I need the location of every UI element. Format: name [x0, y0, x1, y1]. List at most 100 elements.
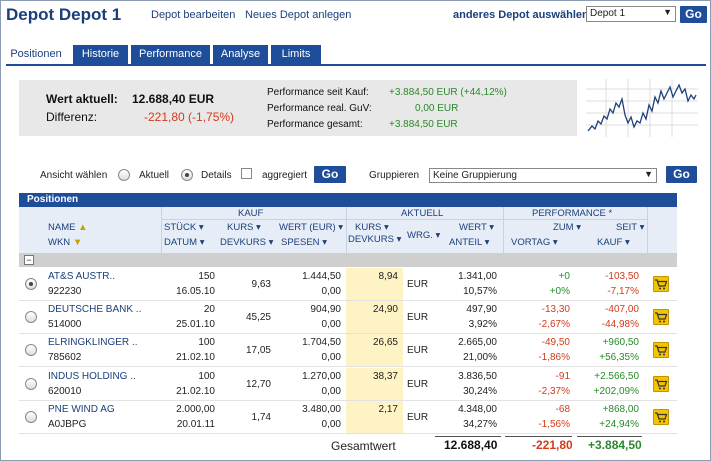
sort-icon: ▾	[256, 222, 261, 233]
row-seit-kauf-pct: +24,94%	[599, 419, 639, 430]
sort-icon: ▾	[322, 237, 327, 248]
row-select-radio[interactable]	[25, 378, 37, 390]
row-datum: 25.01.10	[176, 319, 215, 330]
edit-depot-link[interactable]: Depot bearbeiten	[151, 9, 236, 21]
col-kauf-header[interactable]: KAUF ▾	[597, 237, 630, 248]
row-wert-eur: 1.444,50	[302, 271, 341, 282]
row-datum: 21.02.10	[176, 386, 215, 397]
col-datum-header[interactable]: DATUM ▾	[164, 237, 205, 248]
row-waehrung: EUR	[407, 345, 429, 356]
perf-guv-label: Performance real. GuV:	[267, 103, 372, 114]
chevron-down-icon: ▼	[644, 169, 653, 179]
sort-icon: ▾	[338, 222, 344, 233]
new-depot-link[interactable]: Neues Depot anlegen	[245, 9, 352, 21]
col-kurs-header[interactable]: KURS ▾	[227, 222, 261, 233]
header-group-line	[161, 219, 647, 220]
sort-icon: ▼	[72, 237, 83, 248]
sort-icon: ▾	[639, 222, 645, 233]
col-anteil-header[interactable]: ANTEIL ▾	[449, 237, 490, 248]
col-vortag-header[interactable]: VORTAG ▾	[511, 237, 558, 248]
row-select-radio[interactable]	[25, 411, 37, 423]
col-wkn-header[interactable]: WKN ▼	[48, 237, 83, 248]
depot-go-button[interactable]: Go	[680, 6, 707, 23]
row-vortag: -91	[555, 371, 570, 382]
row-seit-kauf: +868,00	[602, 404, 639, 415]
table-row[interactable]: PNE WIND AG A0JBPG 2.000,00 20.01.11 1,74 3.4…	[19, 401, 677, 434]
table-row[interactable]: AT&S AUSTR.. 922230 150 16.05.10 9,63 1.444,5…	[19, 268, 677, 301]
diff-label: Differenz:	[46, 110, 98, 124]
sort-asc-icon: ▲	[78, 222, 88, 233]
cart-icon[interactable]	[653, 276, 669, 292]
row-waehrung: EUR	[407, 312, 429, 323]
col-name-header[interactable]: NAME ▲	[48, 222, 88, 233]
gruppieren-go-button[interactable]: Go	[666, 166, 697, 183]
col-stueck-header[interactable]: STÜCK ▾	[164, 222, 204, 233]
aggregiert-checkbox[interactable]	[241, 168, 252, 179]
tab-underline	[6, 64, 706, 66]
tab-historie[interactable]: Historie	[73, 45, 128, 65]
sort-icon: ▾	[484, 237, 490, 248]
col-seit-header[interactable]: SEIT ▾	[616, 222, 645, 233]
row-name[interactable]: INDUS HOLDING ..	[48, 371, 136, 382]
col-spesen-header[interactable]: SPESEN ▾	[281, 237, 327, 248]
tab-performance[interactable]: Performance	[131, 45, 210, 65]
row-name[interactable]: ELRINGKLINGER ..	[48, 337, 138, 348]
row-spesen: 0,00	[321, 352, 341, 363]
row-seit-kauf-pct: +202,09%	[593, 386, 639, 397]
wert-label: Wert aktuell:	[46, 92, 118, 106]
row-kurs: 1,74	[251, 412, 271, 423]
ansicht-go-button[interactable]: Go	[314, 166, 346, 183]
tab-analyse[interactable]: Analyse	[213, 45, 268, 65]
cart-icon[interactable]	[653, 376, 669, 392]
table-row[interactable]: INDUS HOLDING .. 620010 100 21.02.10 12,70 1.…	[19, 368, 677, 401]
cart-icon[interactable]	[653, 342, 669, 358]
row-name[interactable]: PNE WIND AG	[48, 404, 115, 415]
radio-aktuell-label: Aktuell	[139, 170, 170, 181]
total-seit-kauf: +3.884,50	[588, 438, 642, 452]
row-seit-kauf-pct: +56,35%	[599, 352, 639, 363]
radio-aktuell[interactable]	[118, 169, 130, 181]
row-spesen: 0,00	[321, 419, 341, 430]
row-seit-kauf-pct: -7,17%	[607, 286, 639, 297]
performance-sparkline[interactable]	[586, 79, 698, 137]
row-wkn: 514000	[48, 319, 82, 330]
aggregiert-label: aggregiert	[262, 170, 308, 181]
tab-positionen[interactable]: Positionen	[10, 48, 62, 60]
col-wert-header[interactable]: WERT ▾	[459, 222, 495, 233]
row-vortag-pct: +0%	[549, 286, 570, 297]
table-row[interactable]: DEUTSCHE BANK .. 514000 20 25.01.10 45,25 904…	[19, 301, 677, 334]
row-name[interactable]: DEUTSCHE BANK ..	[48, 304, 142, 315]
row-stueck: 100	[198, 337, 215, 348]
col-devkurs-header[interactable]: DEVKURS ▾	[220, 237, 274, 248]
tab-limits[interactable]: Limits	[271, 45, 321, 65]
sort-icon: ▾	[268, 237, 274, 248]
col-adevkurs-header[interactable]: DEVKURS ▾	[348, 234, 402, 245]
perf-kauf-value: +3.884,50 EUR (+44,12%)	[389, 87, 507, 98]
chevron-down-icon: ▼	[663, 7, 672, 17]
radio-details[interactable]	[181, 169, 193, 181]
row-name[interactable]: AT&S AUSTR..	[48, 271, 116, 282]
row-aktuell-kurs: 24,90	[372, 304, 398, 315]
row-anteil: 34,27%	[463, 419, 497, 430]
row-aktuell-kurs: 8,94	[378, 271, 398, 282]
row-waehrung: EUR	[407, 279, 429, 290]
collapse-icon[interactable]: −	[24, 255, 34, 265]
cart-icon[interactable]	[653, 409, 669, 425]
table-row[interactable]: ELRINGKLINGER .. 785602 100 21.02.10 17,05 1.…	[19, 334, 677, 367]
kurs-highlight	[346, 301, 403, 333]
col-akurs-header[interactable]: KURS ▾	[355, 222, 389, 233]
col-zum-header[interactable]: ZUM ▾	[553, 222, 581, 233]
gruppieren-select[interactable]: Keine Gruppierung ▼	[429, 168, 657, 183]
sort-icon: ▾	[198, 222, 204, 233]
row-vortag: -68	[555, 404, 570, 415]
row-select-radio[interactable]	[25, 278, 37, 290]
col-wrg-header[interactable]: WRG. ▾	[407, 230, 441, 241]
cart-icon[interactable]	[653, 309, 669, 325]
row-stueck: 100	[198, 371, 215, 382]
depot-select[interactable]: Depot 1 ▼	[586, 6, 676, 22]
col-wert-eur-header[interactable]: WERT (EUR) ▾	[279, 222, 344, 233]
row-select-radio[interactable]	[25, 344, 37, 356]
table-header: KAUF AKTUELL PERFORMANCE * NAME ▲ WKN ▼ …	[19, 207, 677, 253]
sort-icon: ▾	[576, 222, 581, 233]
row-select-radio[interactable]	[25, 311, 37, 323]
